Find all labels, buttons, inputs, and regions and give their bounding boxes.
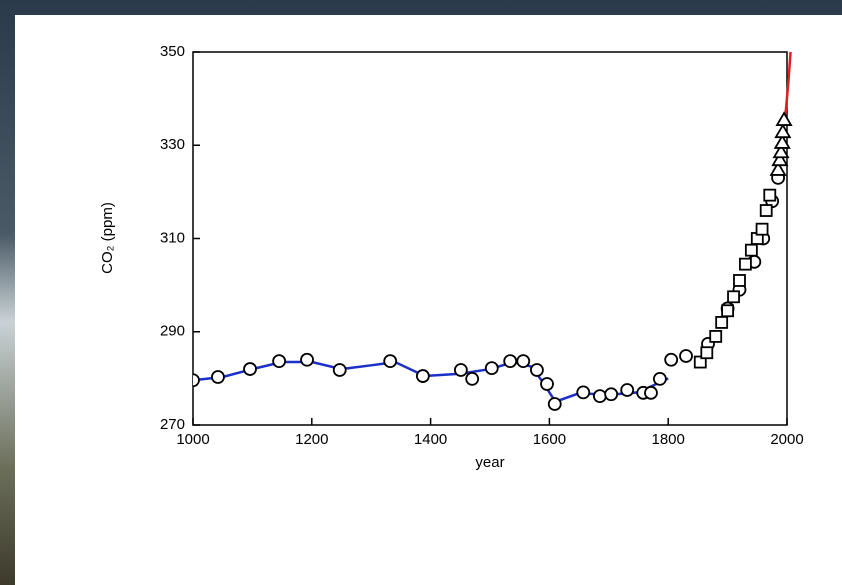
plot-area	[187, 52, 791, 410]
circle-marker	[621, 384, 633, 396]
circle-marker	[665, 354, 677, 366]
x-tick-label: 1800	[652, 431, 685, 448]
x-tick-label: 1200	[295, 431, 328, 448]
y-tick-label: 310	[160, 229, 185, 246]
y-axis-label: CO₂ (ppm)	[99, 202, 116, 274]
circle-marker	[301, 354, 313, 366]
circle-marker	[517, 355, 529, 367]
circle-marker	[577, 386, 589, 398]
circle-marker	[212, 371, 224, 383]
square-marker	[740, 259, 751, 270]
square-marker	[764, 190, 775, 201]
square-marker	[701, 347, 712, 358]
circle-marker	[654, 373, 666, 385]
circle-marker	[466, 373, 478, 385]
square-marker	[734, 275, 745, 286]
x-tick-label: 2000	[770, 431, 803, 448]
circle-marker	[417, 370, 429, 382]
circle-marker	[680, 350, 692, 362]
square-marker	[722, 305, 733, 316]
x-axis-label: year	[475, 454, 504, 471]
x-tick-label: 1400	[414, 431, 447, 448]
data-line	[785, 52, 790, 117]
square-marker	[746, 245, 757, 256]
circle-marker	[531, 364, 543, 376]
x-tick-label: 1600	[533, 431, 566, 448]
circle-marker	[541, 378, 553, 390]
square-marker	[716, 317, 727, 328]
circle-marker	[273, 355, 285, 367]
triangle-marker	[777, 113, 791, 125]
square-marker	[710, 331, 721, 342]
circle-marker	[645, 387, 657, 399]
circle-marker	[504, 355, 516, 367]
chart: year CO₂ (ppm) 2702903103303501000120014…	[0, 0, 842, 585]
circle-marker	[384, 355, 396, 367]
circle-marker	[486, 362, 498, 374]
square-marker	[761, 205, 772, 216]
page: {"chart_data": {"type": "scatter", "xlab…	[0, 0, 842, 585]
circle-marker	[594, 390, 606, 402]
circle-marker	[549, 398, 561, 410]
circle-marker	[334, 364, 346, 376]
circle-marker	[187, 374, 199, 386]
y-tick-label: 350	[160, 43, 185, 60]
x-tick-label: 1000	[176, 431, 209, 448]
y-tick-label: 290	[160, 323, 185, 340]
square-marker	[757, 224, 768, 235]
y-tick-label: 330	[160, 136, 185, 153]
circle-marker	[455, 364, 467, 376]
square-marker	[728, 291, 739, 302]
circle-marker	[244, 363, 256, 375]
circle-marker	[605, 388, 617, 400]
